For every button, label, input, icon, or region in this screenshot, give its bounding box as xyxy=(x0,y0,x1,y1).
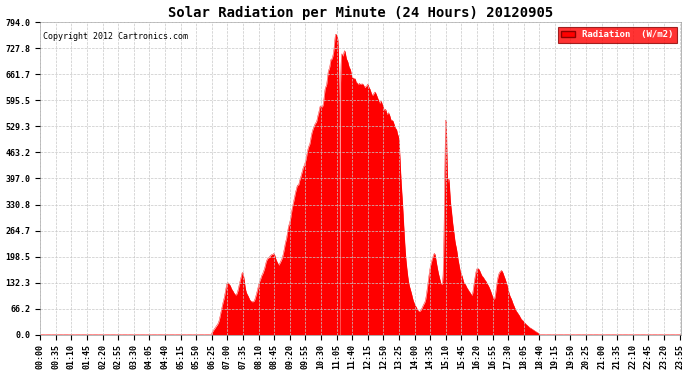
Legend: Radiation  (W/m2): Radiation (W/m2) xyxy=(558,27,677,43)
Text: Copyright 2012 Cartronics.com: Copyright 2012 Cartronics.com xyxy=(43,32,188,40)
Title: Solar Radiation per Minute (24 Hours) 20120905: Solar Radiation per Minute (24 Hours) 20… xyxy=(168,6,553,20)
